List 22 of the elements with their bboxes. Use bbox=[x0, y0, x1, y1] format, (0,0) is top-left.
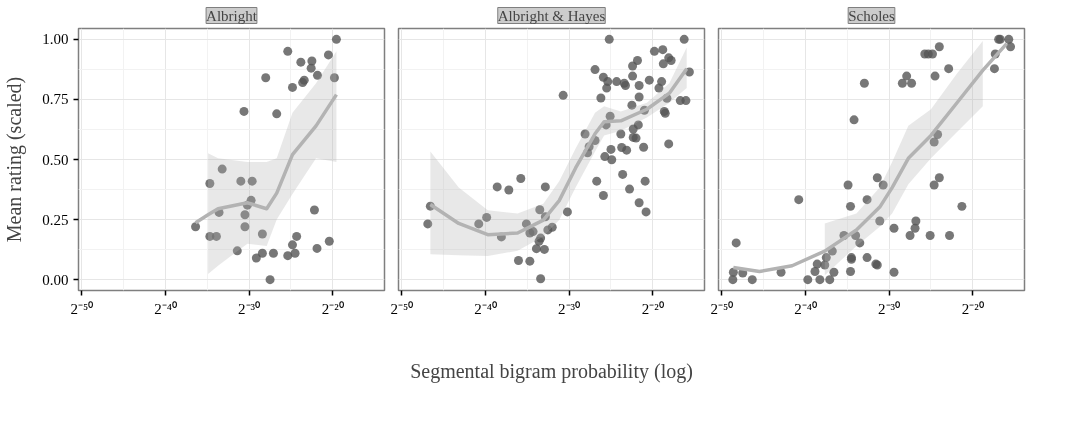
x-tick-label: 2⁻⁵⁰ bbox=[70, 300, 94, 317]
chart-title: Albright & Hayes bbox=[497, 7, 606, 24]
y-tick-label: 0.25 bbox=[42, 211, 69, 228]
x-tick-label: 2⁻³⁰ bbox=[878, 300, 901, 317]
x-axis-title: Segmental bigram probability (log) bbox=[410, 359, 693, 383]
x-tick-label: 2⁻⁴⁰ bbox=[794, 300, 817, 317]
x-tick-label: 2⁻⁴⁰ bbox=[474, 300, 497, 317]
x-tick-label: 2⁻³⁰ bbox=[558, 300, 581, 317]
y-tick-label: 1.00 bbox=[42, 31, 69, 48]
y-tick-label: 0.50 bbox=[42, 151, 69, 168]
x-tick-label: 2⁻³⁰ bbox=[238, 300, 261, 317]
x-tick-label: 2⁻⁴⁰ bbox=[154, 300, 177, 317]
x-tick-label: 2⁻⁵⁰ bbox=[710, 300, 734, 317]
x-tick-label: 2⁻²⁰ bbox=[961, 300, 984, 317]
x-tick-label: 2⁻⁵⁰ bbox=[390, 300, 414, 317]
chart-title: Scholes bbox=[848, 7, 895, 24]
y-tick-label: 0.75 bbox=[42, 91, 69, 108]
y-tick-label: 0.00 bbox=[42, 271, 69, 288]
y-axis-title: Mean rating (scaled) bbox=[3, 76, 27, 243]
x-tick-label: 2⁻²⁰ bbox=[321, 300, 344, 317]
x-tick-label: 2⁻²⁰ bbox=[641, 300, 664, 317]
chart-title: Albright bbox=[206, 7, 258, 24]
